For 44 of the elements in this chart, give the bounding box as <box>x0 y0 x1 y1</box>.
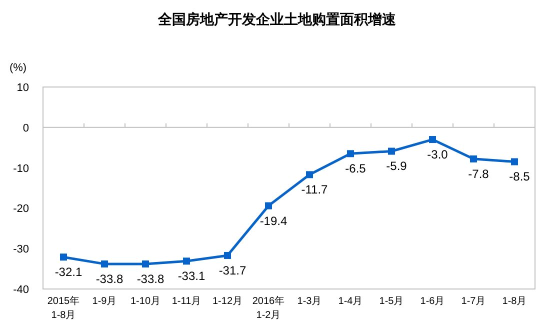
y-tick-label: 0 <box>22 122 29 134</box>
point <box>183 258 190 265</box>
chart-title: 全国房地产开发企业土地购置面积增速 <box>157 11 397 27</box>
x-tick-label: 2016年 1-2月 <box>252 295 285 321</box>
y-tick-label: -20 <box>13 203 29 216</box>
x-tick-label: 1-5月 <box>379 296 404 307</box>
text: -5.9 <box>386 159 407 174</box>
x-tick-label: 1-9月 <box>92 296 117 307</box>
text: -33.8 <box>96 272 124 286</box>
point <box>388 148 395 155</box>
y-tick-label: -30 <box>13 244 29 256</box>
x-tick-label: 1-4月 <box>338 296 363 307</box>
text: -32.1 <box>54 265 82 280</box>
x-tick-label: 1-7月 <box>461 296 486 307</box>
x-tick-label: 1-6月 <box>420 296 445 307</box>
text: -11.7 <box>301 182 328 197</box>
point <box>265 202 272 210</box>
text: -33.8 <box>136 272 164 286</box>
point <box>347 150 354 158</box>
x-tick-label: 1-8月 <box>502 296 527 307</box>
text: -31.7 <box>218 263 246 278</box>
text: -33.1 <box>178 269 206 284</box>
text: -3.0 <box>427 148 448 162</box>
y-tick-label: 10 <box>16 82 29 94</box>
x-tick-label: 1-3月 <box>297 296 322 307</box>
point <box>306 171 313 178</box>
text: -7.8 <box>468 166 489 181</box>
point <box>511 158 518 166</box>
text: -19.4 <box>260 214 288 228</box>
point <box>470 155 477 162</box>
text: -6.5 <box>345 162 366 176</box>
x-tick-label: 1-10月 <box>130 296 161 307</box>
y-tick-label: -10 <box>13 162 29 175</box>
point <box>224 252 231 259</box>
y-axis-title: (%) <box>9 62 27 74</box>
x-tick-label: 2015年 1-8月 <box>47 295 80 321</box>
x-tick-label: 1-11月 <box>172 296 202 307</box>
point <box>142 260 149 268</box>
x-tick-label: 1-12月 <box>212 296 243 307</box>
text: -8.5 <box>509 170 530 184</box>
point <box>101 260 108 268</box>
y-tick-label: -40 <box>13 284 29 296</box>
point <box>60 254 67 261</box>
point <box>429 136 436 144</box>
